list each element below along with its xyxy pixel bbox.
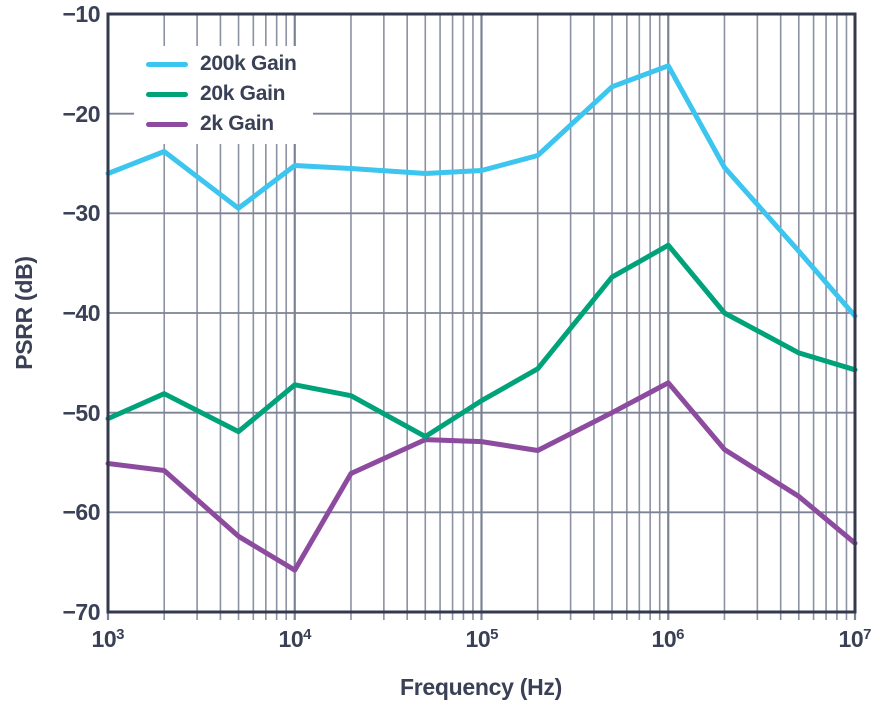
y-tick-label: −10 [62,1,100,27]
y-tick-label: −70 [62,599,100,625]
y-tick-label: −50 [62,400,100,426]
series-line-200k-gain [105,63,858,319]
legend-item-200k-gain: 200k Gain [146,52,297,76]
legend-swatch-2k-gain [146,121,188,127]
legend-swatch-20k-gain [146,91,188,97]
plot-frame [106,12,857,614]
y-tick-label: −60 [62,499,100,525]
legend-label: 200k Gain [200,52,297,75]
y-tick-label: −40 [62,300,100,326]
x-tick-label: 107 [838,626,872,652]
y-axis-title: PSRR (dB) [11,256,37,370]
legend-item-2k-gain: 2k Gain [146,112,297,136]
legend-item-20k-gain: 20k Gain [146,82,297,106]
y-tick-label: −30 [62,200,100,226]
series-line-20k-gain [105,242,858,440]
legend-swatch-200k-gain [146,61,188,67]
x-tick-label: 103 [91,626,125,652]
x-axis-title: Frequency (Hz) [400,674,562,700]
x-tick-label: 104 [278,626,312,652]
series-line-2k-gain [105,380,858,573]
y-tick-label: −20 [62,101,100,127]
x-tick-label: 106 [651,626,685,652]
legend-label: 20k Gain [200,82,286,105]
legend: 200k Gain 20k Gain 2k Gain [134,46,313,144]
x-tick-label: 105 [465,626,499,652]
legend-label: 2k Gain [200,112,274,135]
